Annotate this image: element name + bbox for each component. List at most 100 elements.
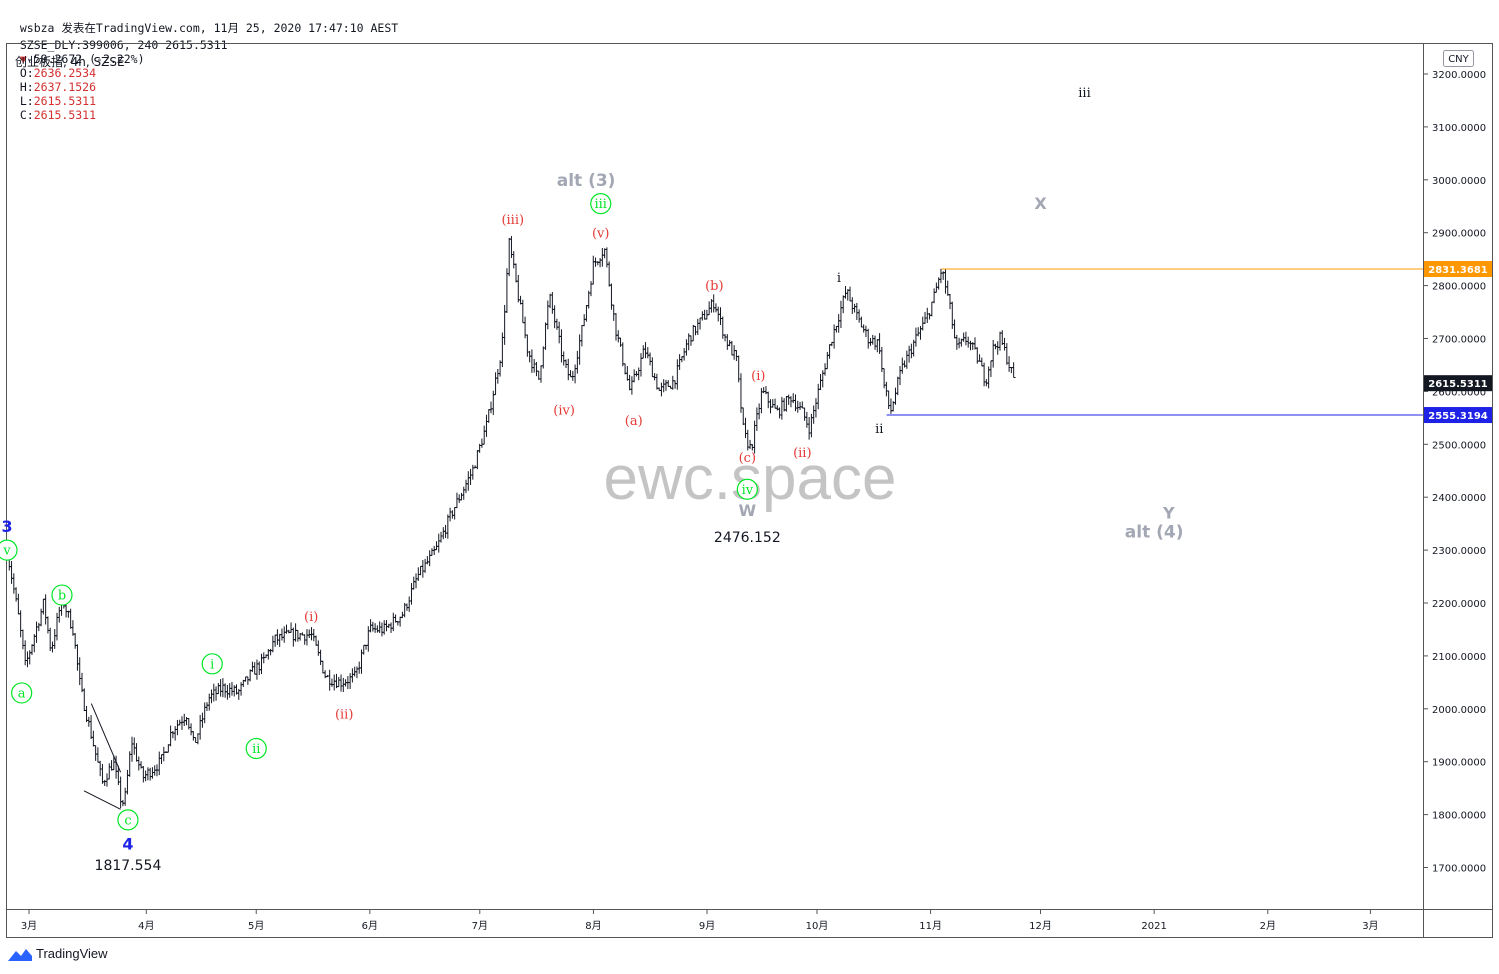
x-tick-label: 11月 xyxy=(919,920,942,932)
triangle-trendline xyxy=(90,703,122,773)
wave-label: (iii) xyxy=(501,213,524,228)
high-label: H: xyxy=(19,80,34,94)
x-tick-label: 3月 xyxy=(21,920,37,932)
wave-label-circle xyxy=(117,809,139,831)
chart-frame xyxy=(6,43,1493,938)
y-tick-label: 3000.0000 xyxy=(1432,176,1486,187)
footer-brand: TradingView xyxy=(36,946,108,961)
wave-label: 2476.152 xyxy=(714,530,781,546)
wave-label: alt (3) xyxy=(557,171,616,191)
wave-label-circle xyxy=(245,737,267,760)
y-tick-label: 1900.0000 xyxy=(1432,758,1486,769)
level-price-label: 2555.3194 xyxy=(1428,411,1488,422)
y-tick-label: 2100.0000 xyxy=(1432,652,1486,663)
publish-info: wsbza 发表在TradingView.com, 11月 25, 2020 1… xyxy=(19,21,399,35)
wave-label-circle xyxy=(0,539,18,561)
close-value: 2615.5311 xyxy=(33,108,97,122)
wave-label-circle xyxy=(11,682,33,704)
tradingview-logo-icon xyxy=(8,948,32,961)
footer: TradingView xyxy=(8,946,108,961)
y-tick-label: 3200.0000 xyxy=(1432,70,1486,81)
header-line-1: wsbza 发表在TradingView.com, 11月 25, 2020 1… xyxy=(6,6,398,36)
wave-label: (i) xyxy=(751,369,765,384)
wave-label: Y xyxy=(1162,504,1175,523)
price-chart[interactable]: ewc.space 创业板指, 4h, SZSE CNY 3200.000031… xyxy=(0,0,1499,940)
symbol-info: SZSE_DLY:399006, 240 2615.5311 xyxy=(19,38,228,52)
change-value: -59.2672 (-2.22%) xyxy=(26,52,145,66)
y-tick-label: 3100.0000 xyxy=(1432,123,1486,134)
y-tick-label: 2300.0000 xyxy=(1432,546,1486,557)
wave-label: v xyxy=(2,544,11,559)
high-value: 2637.1526 xyxy=(33,80,97,94)
wave-label: X xyxy=(1034,194,1047,213)
x-tick-label: 6月 xyxy=(362,920,378,932)
legend-title: 创业板指, 4h, SZSE xyxy=(15,54,125,69)
wave-label-circle xyxy=(590,193,612,215)
time-axis[interactable]: 3月 4月 5月 6月 7月 8月 9月 10月 11月 12月 2021 2月 3月 xyxy=(21,909,1379,932)
wave-label: i xyxy=(210,657,214,672)
x-tick-label: 5月 xyxy=(248,920,264,932)
down-arrow-icon: ▼ xyxy=(19,52,27,66)
wave-label: iii xyxy=(1078,86,1090,101)
wave-label: (i) xyxy=(304,610,318,625)
wave-label: ii xyxy=(252,742,260,757)
y-tick-label: 2400.0000 xyxy=(1432,493,1486,504)
wave-label: (b) xyxy=(705,279,723,294)
watermark: ewc.space xyxy=(604,444,897,513)
open-value: 2636.2534 xyxy=(33,66,97,80)
open-label: O: xyxy=(19,66,34,80)
wave-label: 4 xyxy=(122,834,133,853)
wave-label: (iv) xyxy=(553,403,575,418)
y-tick-label: 2500.0000 xyxy=(1432,440,1486,451)
y-tick-label: 1800.0000 xyxy=(1432,811,1486,822)
wave-label: W xyxy=(739,501,757,520)
y-tick-label: 2700.0000 xyxy=(1432,335,1486,346)
x-tick-label: 10月 xyxy=(806,920,829,932)
x-tick-label: 4月 xyxy=(138,920,154,932)
horizontal-lines: 2831.3681 2555.3194 2615.5311 xyxy=(886,261,1492,424)
wave-label: 1817.554 xyxy=(95,858,162,874)
last-price-tag xyxy=(1424,375,1492,392)
header-line-2: SZSE_DLY:399006, 240 2615.5311 ▼-59.2672… xyxy=(6,24,228,122)
level-price-label: 2831.3681 xyxy=(1428,265,1488,276)
y-tick-label: 1700.0000 xyxy=(1432,864,1486,875)
x-tick-label: 2021 xyxy=(1141,921,1166,932)
triangle-trendline xyxy=(83,790,121,810)
last-price-label: 2615.5311 xyxy=(1428,379,1488,390)
level-price-tag xyxy=(1424,261,1492,278)
wave-label: (ii) xyxy=(335,708,353,723)
wave-label: (ii) xyxy=(793,446,811,461)
wave-label-circle xyxy=(51,584,73,606)
wave-label: alt (4) xyxy=(1125,523,1184,543)
wave-label: i xyxy=(837,271,841,286)
y-tick-label: 2900.0000 xyxy=(1432,229,1486,240)
y-tick-label: 2200.0000 xyxy=(1432,599,1486,610)
low-value: 2615.5311 xyxy=(33,94,97,108)
wave-label: (a) xyxy=(625,414,643,429)
y-tick-label: 2600.0000 xyxy=(1432,387,1486,398)
close-label: C: xyxy=(19,108,34,122)
level-price-tag xyxy=(1424,407,1492,424)
x-tick-label: 3月 xyxy=(1362,920,1378,932)
wave-label: c xyxy=(124,813,131,828)
y-tick-label: 2000.0000 xyxy=(1432,705,1486,716)
wave-label: (c) xyxy=(739,451,756,466)
x-tick-label: 2月 xyxy=(1260,920,1276,932)
wave-label-circle xyxy=(201,653,223,675)
currency-badge[interactable]: CNY xyxy=(1443,50,1474,67)
ohlc-bars xyxy=(5,236,1016,809)
triangle-lines xyxy=(83,703,122,810)
wave-label: iv xyxy=(742,483,754,498)
wave-label: iii xyxy=(594,197,606,212)
wave-label: a xyxy=(18,686,26,701)
wave-label: 3 xyxy=(1,517,12,536)
y-tick-label: 2800.0000 xyxy=(1432,282,1486,293)
wave-label: (v) xyxy=(592,226,610,241)
x-tick-label: 7月 xyxy=(472,920,488,932)
x-tick-label: 12月 xyxy=(1029,920,1052,932)
currency-label: CNY xyxy=(1448,54,1469,65)
wave-label-circle xyxy=(736,478,758,500)
price-axis[interactable]: 3200.0000 3100.0000 3000.0000 2900.0000 2800… xyxy=(1423,70,1486,875)
x-tick-label: 9月 xyxy=(699,920,715,932)
